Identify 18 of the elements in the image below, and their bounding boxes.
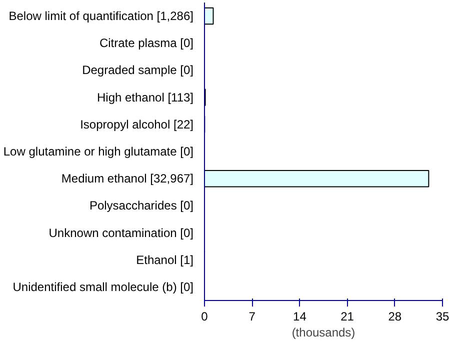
y-tick-label: Below limit of quantification [1,286] (8, 9, 194, 24)
y-tick-label: Unidentified small molecule (b) [0] (12, 280, 194, 294)
x-tick-label: 28 (388, 310, 402, 324)
y-tick-label: Polysaccharides [0] (89, 198, 194, 213)
x-tick-label: 7 (248, 310, 256, 324)
x-tick-label: 0 (201, 310, 208, 324)
y-tick-label: Unknown contamination [0] (48, 226, 194, 240)
y-tick-label: Ethanol [1] (136, 252, 194, 267)
y-tick-label: Citrate plasma [0] (99, 36, 194, 50)
x-tick-label: 14 (293, 310, 307, 324)
y-tick-label: Isopropyl alcohol [22] (80, 117, 194, 132)
y-tick-label: High ethanol [113] (96, 90, 194, 104)
x-tick-label: 21 (340, 310, 354, 324)
y-tick-label: Degraded sample [0] (82, 63, 194, 78)
x-axis-title: (thousands) (292, 326, 356, 340)
y-tick-label: Medium ethanol [32,967] (61, 172, 194, 186)
y-tick-label: Low glutamine or high glutamate [0] (3, 144, 194, 158)
x-tick-label: 35 (436, 310, 450, 324)
